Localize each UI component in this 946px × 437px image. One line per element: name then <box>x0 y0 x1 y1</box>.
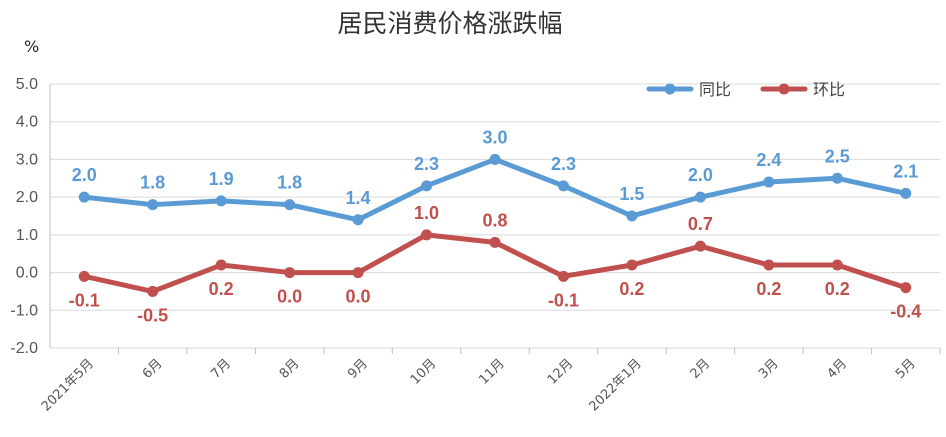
data-label: 2.0 <box>688 165 713 185</box>
data-point <box>284 267 296 279</box>
data-label: 0.0 <box>346 287 371 307</box>
data-label: -0.1 <box>69 290 100 310</box>
data-labels: 2.0 1.8 1.9 1.8 1.4 2.3 3.0 2.3 1.5 2.0 2.4 2.5 2.1 -… <box>69 127 922 325</box>
data-point <box>352 214 364 226</box>
x-tick-label: 6月 <box>140 356 166 382</box>
data-label: -0.1 <box>548 290 579 310</box>
data-label: 0.7 <box>688 214 713 234</box>
data-point <box>421 180 433 192</box>
data-label: 1.5 <box>619 184 644 204</box>
x-tick-label: 12月 <box>545 356 576 387</box>
legend-label: 同比 <box>699 80 731 99</box>
data-label: 0.0 <box>277 287 302 307</box>
data-point <box>900 282 912 294</box>
data-label: 1.0 <box>414 203 439 223</box>
y-tick-label: 4.0 <box>16 114 38 131</box>
chart-title: 居民消费价格涨跌幅 <box>337 9 562 38</box>
data-point <box>763 259 775 271</box>
x-tick-label: 3月 <box>756 356 782 382</box>
data-label: 1.8 <box>140 173 165 193</box>
legend-marker <box>664 83 676 95</box>
data-label: 1.8 <box>277 173 302 193</box>
data-point <box>763 176 775 188</box>
legend-label: 环比 <box>813 80 845 99</box>
y-tick-label: -2.0 <box>10 340 38 357</box>
data-point <box>557 270 569 282</box>
data-point <box>694 191 706 203</box>
data-point <box>421 229 433 241</box>
data-point <box>489 236 501 248</box>
data-label: 0.2 <box>756 279 781 299</box>
data-point <box>694 240 706 252</box>
x-tick-label: 2月 <box>688 356 714 382</box>
y-tick-label: 1.0 <box>16 227 38 244</box>
data-point <box>147 285 159 297</box>
data-label: 2.0 <box>72 165 97 185</box>
data-point <box>215 195 227 207</box>
data-label: 2.1 <box>893 161 918 181</box>
data-label: 0.2 <box>619 279 644 299</box>
data-point <box>78 191 90 203</box>
legend-marker <box>778 83 790 95</box>
data-label: 0.2 <box>209 279 234 299</box>
data-label: 0.2 <box>825 279 850 299</box>
data-point <box>626 210 638 222</box>
x-tick-label: 2022年1月 <box>587 356 645 414</box>
series-lines <box>78 153 912 297</box>
y-tick-label: 0.0 <box>16 265 38 282</box>
data-point <box>900 187 912 199</box>
data-label: 1.9 <box>209 169 234 189</box>
y-axis-unit: % <box>24 37 39 56</box>
y-tick-label: -1.0 <box>10 302 38 319</box>
x-tick-label: 11月 <box>476 356 507 387</box>
data-label: 2.5 <box>825 146 850 166</box>
data-label: 2.4 <box>756 150 781 170</box>
data-point <box>831 259 843 271</box>
y-tick-label: 2.0 <box>16 189 38 206</box>
x-tick-label: 9月 <box>345 356 371 382</box>
y-tick-label: 3.0 <box>16 151 38 168</box>
data-point <box>352 267 364 279</box>
data-point <box>78 270 90 282</box>
x-tick-label: 5月 <box>893 356 919 382</box>
legend: 同比 环比 <box>646 80 845 99</box>
x-tick-label: 10月 <box>408 356 439 387</box>
x-tick-label: 2021年5月 <box>39 356 97 414</box>
x-tick-label: 8月 <box>277 356 303 382</box>
data-point <box>215 259 227 271</box>
data-point <box>831 172 843 184</box>
data-point <box>489 153 501 165</box>
data-label: -0.4 <box>890 302 921 322</box>
y-axis-ticks: 5.0 4.0 3.0 2.0 1.0 0.0 -1.0 -2.0 <box>10 76 38 357</box>
data-label: 3.0 <box>482 127 507 147</box>
x-tick-label: 7月 <box>208 356 234 382</box>
y-tick-label: 5.0 <box>16 76 38 93</box>
data-label: 2.3 <box>414 154 439 174</box>
data-label: 2.3 <box>551 154 576 174</box>
data-point <box>147 199 159 211</box>
x-axis-ticks: 2021年5月 6月 7月 8月 9月 10月 11月 12月 2022年1月 2月 3月 4月 5月 <box>39 348 941 414</box>
x-tick-label: 4月 <box>824 356 850 382</box>
data-point <box>626 259 638 271</box>
data-point <box>557 180 569 192</box>
data-label: 1.4 <box>346 188 371 208</box>
data-label: 0.8 <box>482 210 507 230</box>
data-point <box>284 199 296 211</box>
data-label: -0.5 <box>137 305 168 325</box>
